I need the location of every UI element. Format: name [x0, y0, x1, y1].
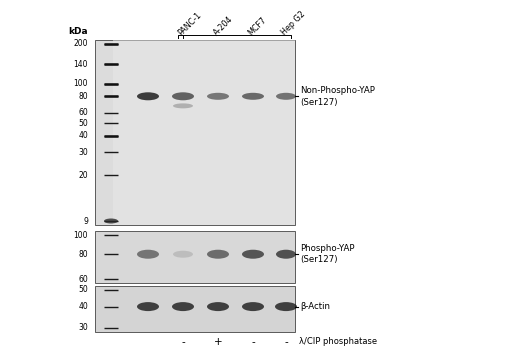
Ellipse shape	[276, 93, 296, 100]
Ellipse shape	[173, 251, 193, 258]
Text: 80: 80	[79, 92, 88, 101]
Text: 80: 80	[79, 250, 88, 259]
Ellipse shape	[242, 302, 264, 311]
Text: 30: 30	[78, 323, 88, 332]
Ellipse shape	[207, 250, 229, 259]
Text: 50: 50	[78, 286, 88, 294]
Ellipse shape	[172, 92, 194, 100]
Text: Phospho-YAP
(Ser127): Phospho-YAP (Ser127)	[300, 244, 355, 265]
Ellipse shape	[104, 218, 118, 224]
Bar	[113, 40, 295, 225]
Bar	[95, 286, 295, 332]
Text: 200: 200	[73, 40, 88, 49]
Text: λ/CIP phosphatase: λ/CIP phosphatase	[299, 337, 377, 346]
Text: 40: 40	[78, 302, 88, 311]
Ellipse shape	[242, 93, 264, 100]
Ellipse shape	[207, 93, 229, 100]
Text: 60: 60	[78, 274, 88, 284]
Text: PANC-1: PANC-1	[177, 10, 204, 37]
Text: -: -	[251, 337, 255, 347]
Ellipse shape	[275, 302, 297, 311]
Text: 60: 60	[78, 108, 88, 117]
Text: A-204: A-204	[212, 14, 235, 37]
Text: 40: 40	[78, 131, 88, 140]
Text: Hep G2: Hep G2	[280, 9, 307, 37]
Text: 20: 20	[79, 171, 88, 180]
Ellipse shape	[276, 250, 296, 259]
Text: kDa: kDa	[68, 28, 88, 36]
Bar	[95, 40, 295, 225]
Text: 30: 30	[78, 148, 88, 157]
Ellipse shape	[137, 250, 159, 259]
Text: 140: 140	[73, 60, 88, 69]
Ellipse shape	[173, 103, 193, 108]
Text: 50: 50	[78, 119, 88, 128]
Text: β-Actin: β-Actin	[300, 302, 330, 311]
Text: Non-Phospho-YAP
(Ser127): Non-Phospho-YAP (Ser127)	[300, 86, 375, 106]
Ellipse shape	[137, 92, 159, 100]
Text: -: -	[284, 337, 288, 347]
Ellipse shape	[137, 302, 159, 311]
Text: +: +	[214, 337, 223, 347]
Bar	[95, 231, 295, 283]
Text: 100: 100	[73, 231, 88, 239]
Text: 100: 100	[73, 79, 88, 88]
Ellipse shape	[172, 302, 194, 311]
Ellipse shape	[207, 302, 229, 311]
Ellipse shape	[242, 250, 264, 259]
Text: -: -	[181, 337, 185, 347]
Text: MCF7: MCF7	[246, 15, 269, 37]
Text: 9: 9	[83, 217, 88, 225]
